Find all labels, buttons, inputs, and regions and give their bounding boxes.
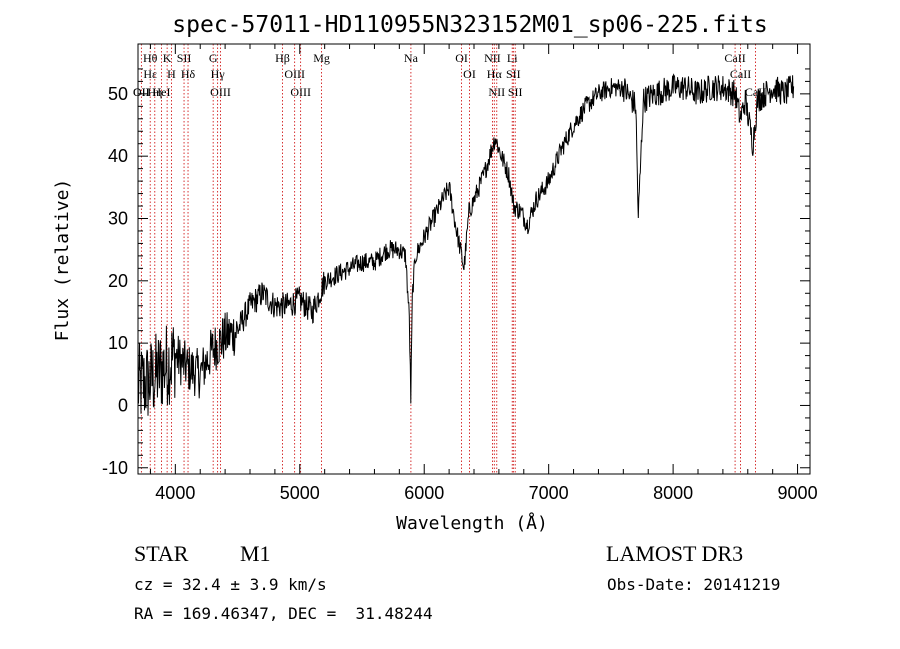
- ra-dec-coordinates: RA = 169.46347, DEC = 31.48244: [134, 604, 433, 623]
- y-tick-label: 30: [108, 208, 128, 228]
- axis-ticks: 4000 5000 6000 7000 8000 9000 -10 0 10 20 30 40 50: [102, 44, 818, 503]
- spectral-line-label: OII: [133, 85, 150, 99]
- y-tick-label: -10: [102, 458, 128, 478]
- spectrum-chart: spec-57011-HD110955N323152M01_sp06-225.f…: [52, 12, 818, 534]
- x-tick-label: 5000: [280, 483, 320, 503]
- y-axis-label: Flux (relative): [52, 179, 73, 342]
- y-tick-label: 40: [108, 146, 128, 166]
- spectral-line-label: SII: [506, 67, 521, 81]
- y-tick-label: 20: [108, 271, 128, 291]
- spectral-line-label: Hθ: [143, 51, 158, 65]
- survey-name: LAMOST DR3: [606, 541, 744, 566]
- chart-title: spec-57011-HD110955N323152M01_sp06-225.f…: [172, 12, 767, 38]
- spectral-line-label: SII: [177, 51, 192, 65]
- spectral-line-label: Hα: [487, 67, 503, 81]
- x-tick-label: 9000: [778, 483, 818, 503]
- spectral-line-label: Hβ: [275, 51, 290, 65]
- spectral-line-label: OIII: [290, 85, 311, 99]
- plot-frame: [137, 43, 811, 475]
- x-tick-label: 4000: [155, 483, 195, 503]
- x-tick-label: 7000: [529, 483, 569, 503]
- spectral-line-label: CaII: [724, 51, 745, 65]
- subclass: M1: [240, 541, 271, 566]
- flux-series-line: [137, 73, 795, 416]
- x-tick-label: 8000: [653, 483, 693, 503]
- spectral-lines: [140, 44, 756, 474]
- x-tick-label: 6000: [404, 483, 444, 503]
- redshift-cz: cz = 32.4 ± 3.9 km/s: [134, 575, 327, 594]
- spectral-line-labels: OIIOIIHθHεHηHeIKHSIIHδGHγOIIIHβOIIIOIIIM…: [133, 51, 766, 99]
- y-tick-label: 0: [118, 395, 128, 415]
- spectral-line-label: NII: [488, 85, 505, 99]
- spectral-line-label: OI: [463, 67, 476, 81]
- spectral-line-label: Na: [404, 51, 419, 65]
- spectral-line-label: Hε: [143, 67, 157, 81]
- x-axis-label: Wavelength (Å): [396, 512, 548, 534]
- spectral-line-label: CaII: [730, 67, 751, 81]
- spectral-line-label: NII: [484, 51, 501, 65]
- spectral-line-label: OIII: [210, 85, 231, 99]
- spectral-line-label: SII: [508, 85, 523, 99]
- obs-date: Obs-Date: 20141219: [607, 575, 781, 594]
- spectral-line-label: Hδ: [181, 67, 196, 81]
- spectral-line-label: OIII: [284, 67, 305, 81]
- spectral-line-label: OI: [455, 51, 468, 65]
- y-tick-label: 50: [108, 84, 128, 104]
- spectral-line-label: H: [167, 67, 176, 81]
- spectral-line-label: Hη: [147, 85, 162, 99]
- spectral-line-label: HeI: [153, 85, 171, 99]
- spectral-line-label: G: [209, 51, 218, 65]
- object-type: STAR: [134, 541, 189, 566]
- y-tick-label: 10: [108, 333, 128, 353]
- spectral-line-label: Mg: [313, 51, 330, 65]
- spectral-line-label: Li: [507, 51, 518, 65]
- spectral-line-label: K: [163, 51, 172, 65]
- spectral-line-label: OII: [133, 85, 150, 99]
- spectral-line-label: Hγ: [211, 67, 226, 81]
